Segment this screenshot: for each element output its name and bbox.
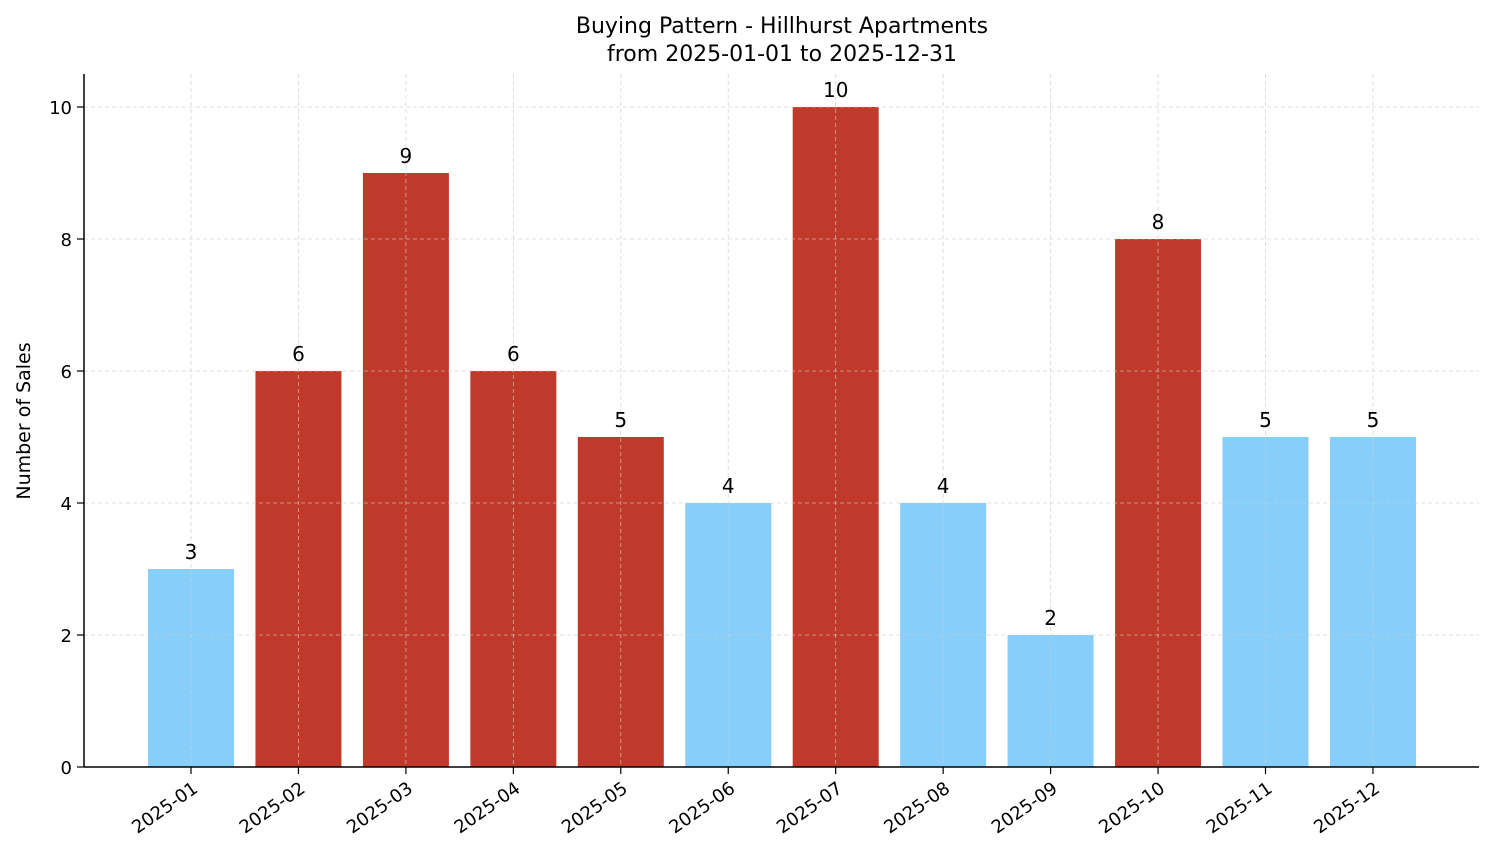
y-tick-label: 2 [61, 626, 72, 647]
data-label: 5 [614, 408, 627, 432]
chart-subtitle: from 2025-01-01 to 2025-12-31 [607, 42, 957, 67]
data-label: 3 [185, 540, 198, 564]
data-label: 5 [1367, 408, 1380, 432]
x-tick-label: 2025-02 [236, 778, 310, 838]
x-tick-label: 2025-06 [665, 778, 739, 838]
chart-title: Buying Pattern - Hillhurst Apartments [576, 14, 988, 39]
y-tick-label: 6 [61, 362, 72, 383]
y-tick-label: 8 [61, 230, 72, 251]
data-label: 8 [1152, 210, 1165, 234]
y-axis-label: Number of Sales [13, 342, 35, 499]
x-tick-label: 2025-07 [773, 778, 847, 838]
x-tick-label: 2025-01 [128, 778, 202, 838]
x-tick-label: 2025-08 [880, 778, 954, 838]
data-label: 10 [823, 78, 848, 102]
data-label: 6 [507, 342, 520, 366]
data-label: 4 [937, 474, 950, 498]
x-tick-label: 2025-10 [1095, 778, 1169, 838]
x-tick-label: 2025-11 [1203, 778, 1277, 838]
x-tick-label: 2025-12 [1310, 778, 1384, 838]
x-tick-label: 2025-09 [988, 778, 1062, 838]
x-tick-label: 2025-03 [343, 778, 417, 838]
bar-2025-07 [792, 107, 879, 767]
data-label: 9 [400, 144, 413, 168]
data-label: 5 [1259, 408, 1272, 432]
x-tick-label: 2025-05 [558, 778, 632, 838]
data-label: 4 [722, 474, 735, 498]
bar-2025-01 [148, 569, 234, 767]
data-label: 2 [1044, 606, 1057, 630]
data-label: 6 [292, 342, 305, 366]
y-tick-label: 10 [49, 98, 72, 119]
y-tick-label: 4 [61, 494, 72, 515]
x-tick-label: 2025-04 [451, 778, 525, 838]
y-tick-label: 0 [61, 758, 72, 779]
